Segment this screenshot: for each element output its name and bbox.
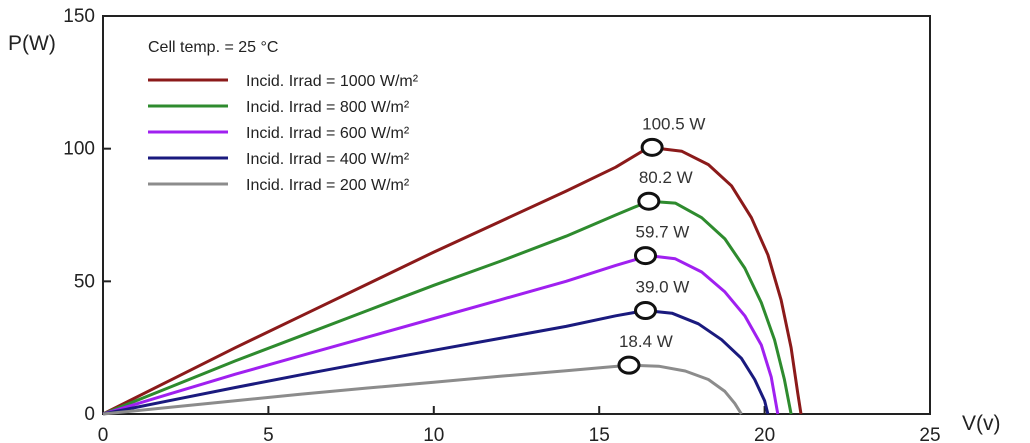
legend-label: Incid. Irrad = 600 W/m² <box>246 125 410 142</box>
y-axis-title: P(W) <box>8 32 56 55</box>
x-axis-title: V(v) <box>962 412 1001 435</box>
y-tick-label: 150 <box>63 6 95 27</box>
legend: Cell temp. = 25 °C Incid. Irrad = 1000 W… <box>148 39 419 194</box>
mpp-label: 39.0 W <box>636 278 690 297</box>
x-tick-label: 15 <box>589 425 610 443</box>
mpp-marker <box>617 355 641 375</box>
mpp-label: 18.4 W <box>619 332 673 351</box>
mpp-marker <box>637 191 661 211</box>
x-tick-label: 20 <box>754 425 775 443</box>
mpp-marker <box>634 301 658 321</box>
y-tick-label: 0 <box>84 404 95 425</box>
x-tick-label: 5 <box>263 425 274 443</box>
x-tick-label: 10 <box>423 425 444 443</box>
series-line <box>102 199 793 416</box>
series-line <box>102 363 743 416</box>
mpp-label: 59.7 W <box>636 223 690 242</box>
mpp-label: 100.5 W <box>642 114 705 133</box>
mpp-marker <box>640 137 664 157</box>
mpp-label: 80.2 W <box>639 168 693 187</box>
series-curves <box>102 145 803 416</box>
series-line <box>102 254 780 416</box>
x-tick-label: 25 <box>919 425 940 443</box>
legend-label: Incid. Irrad = 400 W/m² <box>246 151 410 168</box>
mpp-marker <box>634 246 658 266</box>
plot-frame <box>102 15 931 415</box>
legend-label: Incid. Irrad = 1000 W/m² <box>246 73 419 90</box>
legend-label: Incid. Irrad = 200 W/m² <box>246 177 410 194</box>
series-line <box>102 309 770 416</box>
y-tick-label: 100 <box>63 139 95 160</box>
legend-header: Cell temp. = 25 °C <box>148 39 278 56</box>
axis-ticks: 0 5 10 15 20 25 0 50 100 150 <box>63 6 940 443</box>
mpp-markers: 100.5 W 80.2 W 59.7 W 39.0 W 18.4 W <box>617 114 705 375</box>
y-tick-label: 50 <box>74 271 95 292</box>
x-tick-label: 0 <box>98 425 109 443</box>
legend-label: Incid. Irrad = 800 W/m² <box>246 99 410 116</box>
